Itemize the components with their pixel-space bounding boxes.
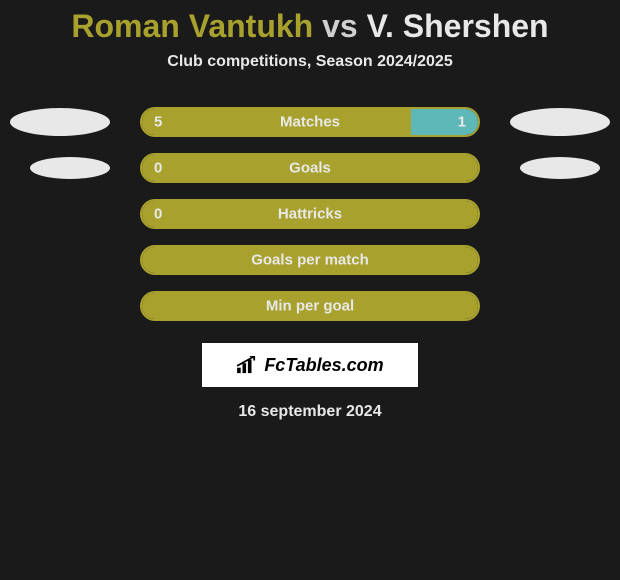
stat-row-matches: 5 Matches 1 <box>0 99 620 145</box>
stat-value-left: 0 <box>154 206 162 223</box>
blob-left <box>30 157 110 179</box>
stat-value-left: 0 <box>154 160 162 177</box>
stat-row-hattricks: 0 Hattricks <box>0 191 620 237</box>
bar-fill-left <box>142 109 411 135</box>
blob-right <box>510 108 610 136</box>
stat-row-gpm: Goals per match <box>0 237 620 283</box>
bar-fill-right <box>411 109 478 135</box>
stat-row-goals: 0 Goals <box>0 145 620 191</box>
logo-box: FcTables.com <box>202 343 418 387</box>
stat-value-left: 5 <box>154 114 162 131</box>
stat-label: Hattricks <box>278 206 342 223</box>
stat-value-right: 1 <box>458 114 466 131</box>
blob-left <box>10 108 110 136</box>
stat-bar: 0 Hattricks <box>140 199 480 229</box>
title-vs: vs <box>322 8 358 44</box>
stat-label: Goals <box>289 160 331 177</box>
stat-bar: 5 Matches 1 <box>140 107 480 137</box>
title-player1: Roman Vantukh <box>71 8 313 44</box>
stat-bar: 0 Goals <box>140 153 480 183</box>
chart-container: Roman Vantukh vs V. Shershen Club compet… <box>0 0 620 421</box>
stat-label: Matches <box>280 114 340 131</box>
subtitle: Club competitions, Season 2024/2025 <box>167 53 452 71</box>
page-title: Roman Vantukh vs V. Shershen <box>71 8 548 45</box>
chart-icon <box>236 356 258 374</box>
stat-label: Min per goal <box>266 298 354 315</box>
stat-row-mpg: Min per goal <box>0 283 620 329</box>
stat-label: Goals per match <box>251 252 369 269</box>
title-player2: V. Shershen <box>367 8 549 44</box>
date-text: 16 september 2024 <box>238 403 381 421</box>
stat-bar: Goals per match <box>140 245 480 275</box>
logo-text: FcTables.com <box>264 355 383 376</box>
stat-bar: Min per goal <box>140 291 480 321</box>
blob-right <box>520 157 600 179</box>
